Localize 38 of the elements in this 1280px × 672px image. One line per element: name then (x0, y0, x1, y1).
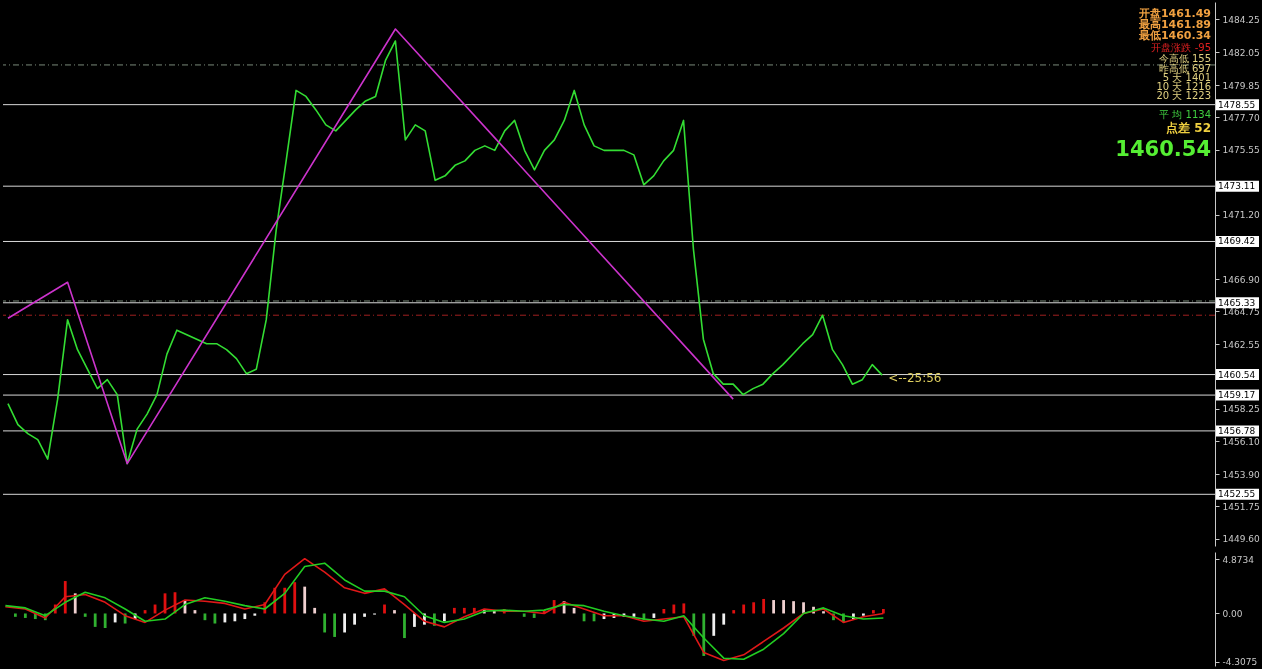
y-tick-label: 1479.85 (1222, 80, 1260, 91)
y-tick-label: 1451.75 (1222, 501, 1260, 512)
ref-line-label: 1460.54 (1218, 369, 1256, 380)
y-tick-label: 1475.55 (1222, 145, 1260, 156)
y-tick-label: -4.3075 (1222, 657, 1258, 668)
y-tick-label: 1458.25 (1222, 404, 1260, 415)
annotation: 最高1461.89 (1137, 18, 1211, 31)
y-tick-label: 4.8734 (1222, 554, 1255, 565)
y-tick-label: 1449.60 (1222, 534, 1260, 545)
ref-line-label: 1459.17 (1218, 390, 1256, 401)
ref-line-label: 1469.42 (1218, 236, 1256, 247)
ref-line-label: 1473.11 (1218, 181, 1256, 192)
y-tick-label: 1482.05 (1222, 47, 1260, 58)
annotation: 昨高低 697 (1158, 63, 1211, 74)
annotation: 今高低 155 (1158, 53, 1211, 64)
y-tick-label: 0.00 (1222, 608, 1243, 619)
ref-line-label: 1452.55 (1218, 489, 1256, 500)
ref-line-label: 1456.78 (1218, 425, 1256, 436)
annotation: 1460.54 (1115, 137, 1211, 161)
y-tick-label: 1453.90 (1222, 469, 1260, 480)
y-tick-label: 1477.70 (1222, 112, 1260, 123)
ref-line-label: 1465.33 (1218, 297, 1256, 308)
y-tick-label: 1484.25 (1222, 14, 1260, 25)
annotation: 平 均 1134 (1159, 109, 1211, 120)
y-tick-label: 1466.90 (1222, 274, 1260, 285)
annotation: <--25:56 (888, 371, 942, 386)
y-tick-label: 1462.55 (1222, 339, 1260, 350)
annotation: 最低1460.34 (1137, 29, 1212, 42)
annotation: 10 天 1216 (1156, 81, 1211, 92)
ref-line-label: 1478.55 (1218, 99, 1256, 110)
y-tick-label: 1471.20 (1222, 210, 1260, 221)
annotation: 5 天 1401 (1162, 72, 1211, 83)
annotation: 点差 52 (1166, 121, 1211, 135)
y-tick-label: 1456.10 (1222, 436, 1260, 447)
annotation: 开盘涨跌 -95 (1151, 42, 1211, 53)
annotation: 开盘1461.49 (1137, 7, 1211, 20)
annotation: 20 天 1223 (1156, 90, 1211, 101)
y-tick-label: 1464.75 (1222, 306, 1260, 317)
